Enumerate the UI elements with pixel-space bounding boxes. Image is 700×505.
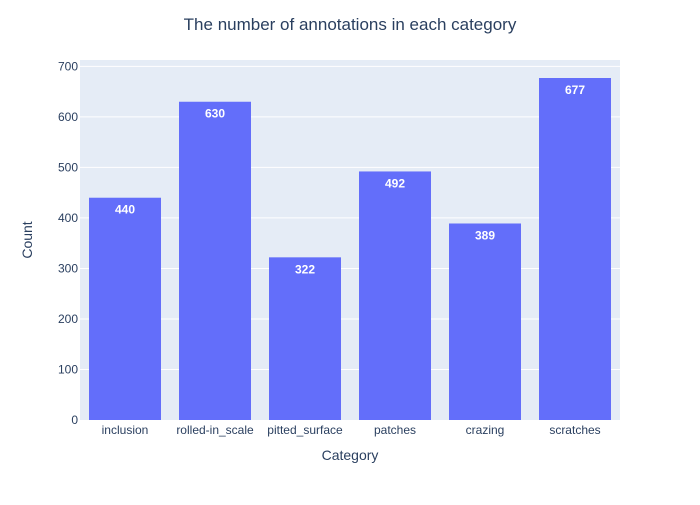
x-axis-ticks: inclusion rolled-in_scale pitted_surface pa… <box>102 423 601 437</box>
bar-value-label: 389 <box>475 228 495 242</box>
x-tick-label: pitted_surface <box>267 423 343 437</box>
x-axis-title: Category <box>322 447 379 463</box>
gridlines <box>80 65 620 370</box>
y-tick-label: 300 <box>58 261 78 275</box>
bar-value-label: 322 <box>295 262 315 276</box>
chart-title: The number of annotations in each catego… <box>184 15 517 34</box>
bar-labels: 440 630 322 492 389 677 <box>115 83 585 276</box>
bar-value-label: 677 <box>565 83 585 97</box>
x-tick-label: patches <box>374 423 416 437</box>
bar-value-label: 440 <box>115 203 135 217</box>
x-tick-label: scratches <box>549 423 600 437</box>
x-tick-label: inclusion <box>102 423 149 437</box>
bars <box>89 77 611 421</box>
bar-pitted_surface <box>269 257 341 420</box>
y-tick-label: 100 <box>58 362 78 376</box>
y-tick-label: 500 <box>58 160 78 174</box>
y-tick-label: 200 <box>58 312 78 326</box>
y-tick-label: 0 <box>71 413 78 427</box>
bar-value-label: 492 <box>385 176 405 190</box>
plot-area <box>80 60 620 420</box>
bar-crazing <box>449 223 521 420</box>
y-axis-title: Count <box>19 221 35 258</box>
bar-value-label: 630 <box>205 107 225 121</box>
bar-inclusion <box>89 197 161 420</box>
y-tick-label: 400 <box>58 211 78 225</box>
y-axis-ticks: 0 100 200 300 400 500 600 700 <box>58 59 78 427</box>
x-tick-label: rolled-in_scale <box>176 423 254 437</box>
bar-patches <box>359 171 431 420</box>
bar-rolled-in_scale <box>179 101 251 420</box>
y-tick-label: 700 <box>58 59 78 73</box>
x-tick-label: crazing <box>466 423 505 437</box>
bar-scratches <box>539 77 611 421</box>
y-tick-label: 600 <box>58 110 78 124</box>
